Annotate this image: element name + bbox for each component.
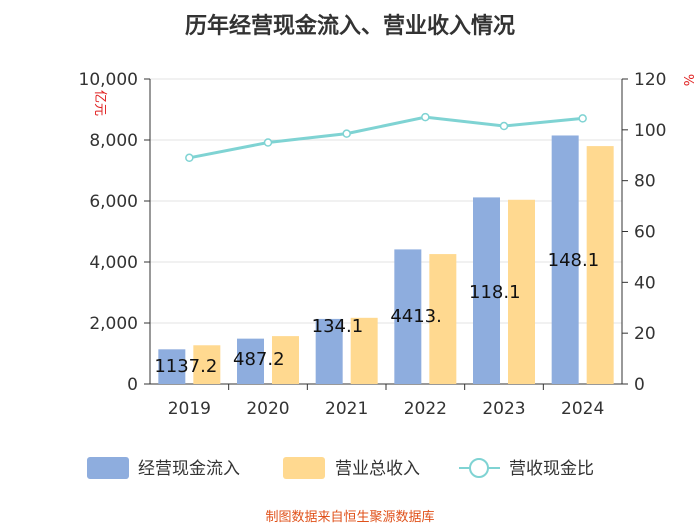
revenue-bar [508,199,535,384]
y-tick-label-right: 0 [634,375,645,395]
y-tick-label-left: 2,000 [89,314,138,334]
y-tick-label-left: 4,000 [89,253,138,273]
cash-inflow-bar [473,197,500,384]
ratio-point [578,114,587,123]
revenue-bar [429,254,457,384]
data-label: 1137.2 [154,356,217,377]
x-tick-label: 2024 [561,399,604,419]
y-tick-label-left: 6,000 [89,192,138,212]
data-label: 487.2 [233,349,285,370]
cash-inflow-bar [158,349,186,384]
y-tick-label-right: 20 [634,324,656,344]
y-tick-label-right: 60 [634,223,656,243]
cash-inflow-bar [394,249,422,384]
x-tick-label: 2019 [168,399,211,419]
legend-label-revenue: 营业总收入 [335,459,420,479]
source-note: 制图数据来自恒生聚源数据库 [265,510,435,525]
y-tick-label-left: 10,000 [79,70,138,90]
y-axis-label-left: 亿元 [92,90,107,116]
cash-inflow-bar [551,135,579,384]
legend-marker-ratio [469,458,489,478]
legend-label-cash-inflow: 经营现金流入 [138,459,240,479]
ratio-point [263,138,273,147]
x-tick-label: 2022 [404,399,447,419]
ratio-point [342,129,351,138]
data-label: 148.1 [548,250,600,271]
revenue-bar [586,146,614,384]
data-label: 134.1 [312,316,364,337]
revenue-bar [350,317,378,384]
y-tick-label-left: 0 [127,375,138,395]
data-label: 118.1 [469,282,521,303]
x-tick-label: 2020 [246,399,289,419]
y-tick-label-right: 120 [634,70,666,90]
data-label: 4413. [390,306,442,327]
revenue-bar [272,336,299,384]
legend-label-ratio: 营收现金比 [509,459,594,479]
legend-swatch-revenue [283,457,325,479]
ratio-point [185,153,194,163]
ratio-point [421,112,430,122]
y-tick-label-right: 100 [634,121,666,141]
legend-swatch-cash-inflow [87,457,129,479]
x-tick-label: 2021 [325,399,368,419]
revenue-bar [193,345,221,384]
x-tick-label: 2023 [482,399,525,419]
y-tick-label-left: 8,000 [89,131,138,151]
chart-title: 历年经营现金流入、营业收入情况 [184,14,515,39]
y-tick-label-right: 40 [634,273,656,293]
ratio-point [499,121,509,131]
y-tick-label-right: 80 [634,172,656,192]
ratio-line [189,115,583,160]
cash-inflow-bar [315,318,343,384]
y-axis-label-right: % [680,74,695,86]
cash-inflow-bar [237,338,264,384]
